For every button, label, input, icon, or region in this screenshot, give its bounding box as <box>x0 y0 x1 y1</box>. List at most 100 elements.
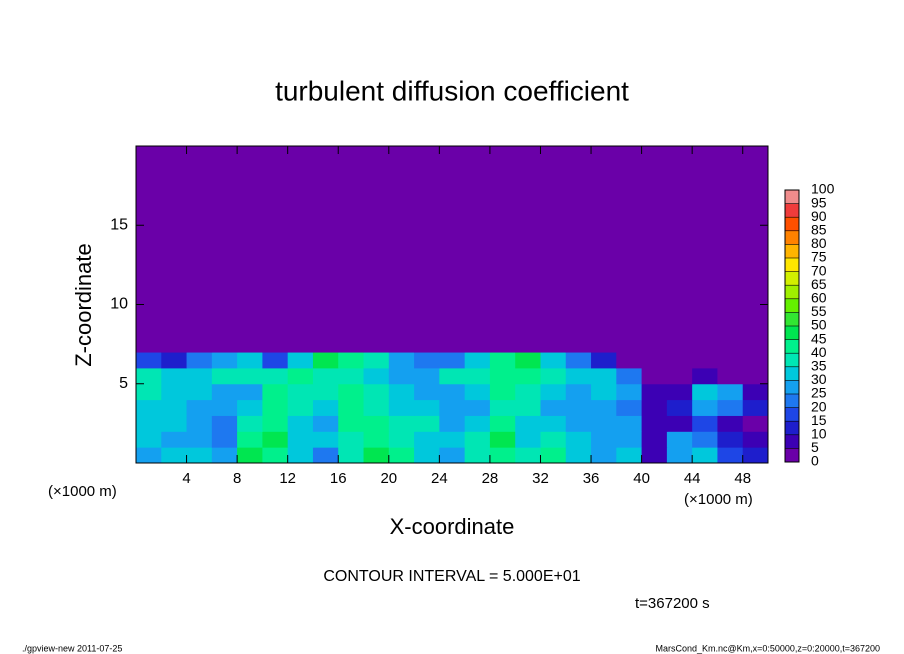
heatmap-cell <box>591 447 617 464</box>
heatmap-cell <box>439 352 466 369</box>
heatmap-cell <box>540 352 567 369</box>
heatmap-cell <box>136 146 162 353</box>
heatmap-cell <box>742 146 769 353</box>
heatmap-cell <box>211 383 238 401</box>
heatmap-cell <box>439 367 466 385</box>
heatmap-cell <box>666 447 693 464</box>
heatmap-cell <box>540 447 567 464</box>
heatmap-cell <box>540 431 567 448</box>
colorbar-label: 25 <box>811 385 827 401</box>
footer-left: ./gpview-new 2011-07-25 <box>22 643 122 653</box>
heatmap-cell <box>489 447 516 464</box>
heatmap-cell <box>136 415 162 432</box>
heatmap-cell <box>363 352 390 369</box>
colorbar-label: 85 <box>811 222 827 238</box>
heatmap-cell <box>692 352 718 369</box>
heatmap-cell <box>414 352 440 369</box>
heatmap-cell <box>186 415 213 432</box>
x-tick-label: 36 <box>583 470 600 487</box>
heatmap-cell <box>161 399 188 416</box>
heatmap-cell <box>211 447 238 464</box>
heatmap-cell <box>414 447 440 464</box>
heatmap-cell <box>262 431 289 448</box>
colorbar-band <box>785 217 799 231</box>
heatmap-cell <box>641 447 668 464</box>
heatmap-cell <box>616 431 643 448</box>
heatmap-cell <box>338 367 365 385</box>
heatmap-cell <box>161 415 188 432</box>
heatmap-cell <box>464 367 491 385</box>
y-tick-label: 15 <box>110 216 128 233</box>
heatmap-cell <box>616 146 643 353</box>
colorbar-label: 75 <box>811 249 827 265</box>
heatmap-cell <box>186 352 213 369</box>
heatmap-cell <box>692 383 718 401</box>
heatmap-cell <box>136 447 162 464</box>
heatmap-cell <box>641 415 668 432</box>
x-tick-label: 4 <box>182 470 190 487</box>
colorbar-band <box>785 285 799 299</box>
heatmap-cell <box>312 352 339 369</box>
colorbar-label: 0 <box>811 453 819 469</box>
heatmap-cell <box>363 383 390 401</box>
heatmap-cell <box>439 447 466 464</box>
heatmap-cell <box>237 352 263 369</box>
heatmap-cell <box>338 399 365 416</box>
x-tick-label: 48 <box>734 470 751 487</box>
heatmap-cell <box>464 431 491 448</box>
colorbar-band <box>785 203 799 218</box>
heatmap-cell <box>489 383 516 401</box>
heatmap-cell <box>414 367 440 385</box>
heatmap-cell <box>591 415 617 432</box>
heatmap-cell <box>262 352 289 369</box>
colorbar-label: 65 <box>811 276 827 292</box>
x-tick-label: 24 <box>431 470 448 487</box>
heatmap-cell <box>161 146 188 353</box>
heatmap-cell <box>338 383 365 401</box>
heatmap-cell <box>515 447 541 464</box>
heatmap-cell <box>489 146 516 353</box>
heatmap-cell <box>338 146 365 353</box>
heatmap-cell <box>692 447 718 464</box>
colorbar-band <box>785 380 799 394</box>
heatmap-cell <box>515 399 541 416</box>
heatmap-cell <box>439 146 466 353</box>
heatmap-cell <box>136 431 162 448</box>
y-tick-label: 10 <box>110 296 128 313</box>
heatmap-cell <box>692 367 718 385</box>
heatmap-cell <box>161 447 188 464</box>
heatmap-cell <box>414 383 440 401</box>
chart-title: turbulent diffusion coefficient <box>275 75 629 106</box>
heatmap-cell <box>616 399 643 416</box>
colorbar-label: 35 <box>811 358 827 374</box>
heatmap-cell <box>666 399 693 416</box>
heatmap-cell <box>287 447 314 464</box>
colorbar-band <box>785 271 799 286</box>
heatmap-cell <box>742 383 769 401</box>
heatmap-cell <box>388 146 415 353</box>
heatmap-cell <box>287 431 314 448</box>
x-tick-label: 32 <box>532 470 549 487</box>
colorbar-label: 90 <box>811 208 827 224</box>
heatmap-cell <box>338 352 365 369</box>
heatmap-cell <box>666 367 693 385</box>
heatmap-cell <box>338 447 365 464</box>
heatmap-cell <box>666 352 693 369</box>
heatmap-cell <box>287 352 314 369</box>
colorbar-band <box>785 407 799 422</box>
heatmap-cell <box>287 367 314 385</box>
heatmap-cell <box>211 415 238 432</box>
heatmap-cell <box>742 431 769 448</box>
heatmap-cell <box>666 431 693 448</box>
heatmap-cell <box>186 399 213 416</box>
x-tick-label: 44 <box>684 470 701 487</box>
heatmap-cell <box>388 352 415 369</box>
time-label: t=367200 s <box>635 595 710 612</box>
heatmap-cell <box>363 447 390 464</box>
heatmap-cell <box>237 146 263 353</box>
heatmap-cell <box>717 383 744 401</box>
heatmap-cell <box>439 431 466 448</box>
colorbar-band <box>785 190 799 204</box>
heatmap-cell <box>540 367 567 385</box>
heatmap-cell <box>692 431 718 448</box>
